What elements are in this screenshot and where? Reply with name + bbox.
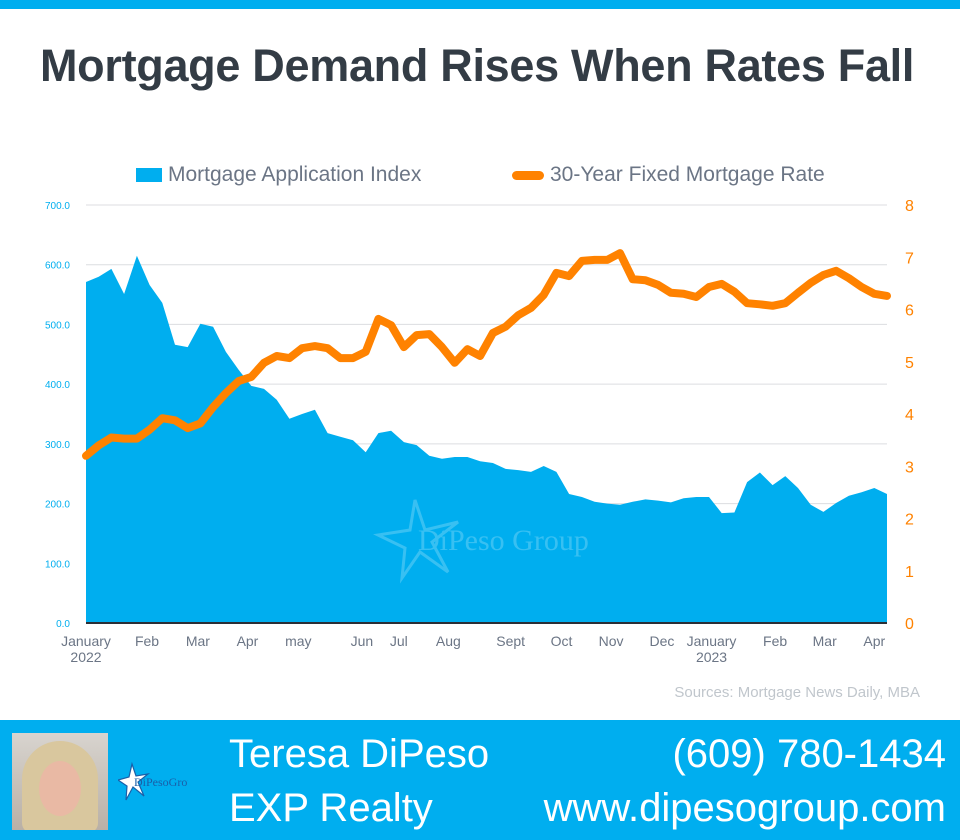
legend-item-application-index: Mortgage Application Index (136, 163, 421, 187)
legend-label: Mortgage Application Index (168, 163, 422, 186)
x-axis-tick-label: Dec (650, 633, 675, 649)
agent-website[interactable]: www.dipesogroup.com (543, 786, 946, 830)
top-accent-bar (0, 0, 960, 9)
x-axis-tick-label: Feb (135, 633, 159, 649)
watermark-logo: DiPeso Group (373, 499, 589, 584)
x-axis-tick-label: Nov (599, 633, 624, 649)
right-axis-tick-label: 5 (905, 355, 914, 372)
right-axis-tick-label: 7 (905, 250, 914, 267)
left-axis-tick-label: 100.0 (45, 559, 70, 570)
watermark-text: DiPeso Group (418, 524, 589, 557)
right-axis-tick-label: 0 (905, 616, 914, 633)
x-axis-tick-label: may (285, 633, 311, 649)
legend-area-swatch (136, 168, 162, 182)
x-axis-tick-label: Apr (237, 633, 259, 649)
agent-photo (12, 733, 108, 830)
source-note: Sources: Mortgage News Daily, MBA (674, 684, 920, 701)
left-axis-tick-label: 600.0 (45, 261, 70, 272)
chart: DiPeso Group 0.0 100.0 200.0 300.0 400.0 500.… (45, 198, 914, 665)
legend-label: 30-Year Fixed Mortgage Rate (550, 163, 825, 186)
right-axis-tick-label: 1 (905, 564, 914, 581)
legend-line-swatch (512, 170, 544, 180)
left-axis-tick-label: 500.0 (45, 320, 70, 331)
right-axis-tick-label: 8 (905, 198, 914, 215)
x-axis-tick-label: Mar (186, 633, 210, 649)
x-axis-tick-label: Aug (436, 633, 461, 649)
x-axis-tick-label: Oct (551, 633, 573, 649)
right-axis-tick-label: 4 (905, 407, 914, 424)
right-axis-tick-label: 3 (905, 459, 914, 476)
x-axis-tick-label: Apr (863, 633, 885, 649)
x-axis-tick-label: Sept (496, 633, 525, 649)
left-axis-tick-label: 400.0 (45, 380, 70, 391)
left-axis-tick-label: 0.0 (56, 619, 70, 630)
left-axis-tick-label: 200.0 (45, 500, 70, 511)
x-axis-tick-label: Feb (763, 633, 787, 649)
legend-item-mortgage-rate: 30-Year Fixed Mortgage Rate (512, 163, 825, 187)
x-axis-tick-label: Jun (351, 633, 374, 649)
application-index-area (86, 255, 887, 624)
x-axis-tick-year: 2022 (70, 649, 101, 665)
x-axis-tick-label: Mar (813, 633, 837, 649)
agent-company: EXP Realty (229, 786, 433, 830)
right-axis-tick-label: 2 (905, 512, 914, 529)
left-axis-tick-label: 700.0 (45, 201, 70, 212)
x-axis-tick-year: 2023 (696, 649, 727, 665)
left-axis-tick-label: 300.0 (45, 440, 70, 451)
right-axis-tick-label: 6 (905, 303, 914, 320)
x-axis-tick-label: January (687, 633, 737, 649)
agent-phone[interactable]: (609) 780-1434 (672, 732, 946, 776)
x-axis-tick-label: Jul (390, 633, 408, 649)
mortgage-rate-line (82, 249, 891, 460)
page-title: Mortgage Demand Rises When Rates Fall (40, 40, 915, 91)
agent-name: Teresa DiPeso (229, 732, 490, 776)
x-axis-tick-label: January (61, 633, 111, 649)
